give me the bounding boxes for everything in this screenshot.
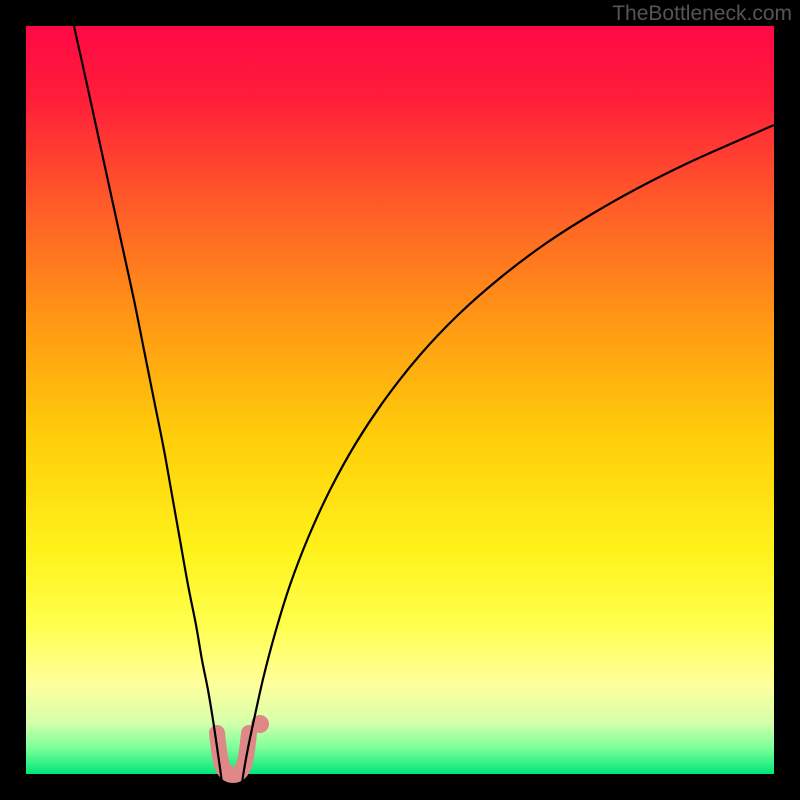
watermark-text: TheBottleneck.com — [612, 2, 792, 26]
chart-container: { "watermark": { "text": "TheBottleneck.… — [0, 0, 800, 800]
plot-background — [26, 26, 774, 774]
bottleneck-chart — [0, 0, 800, 800]
